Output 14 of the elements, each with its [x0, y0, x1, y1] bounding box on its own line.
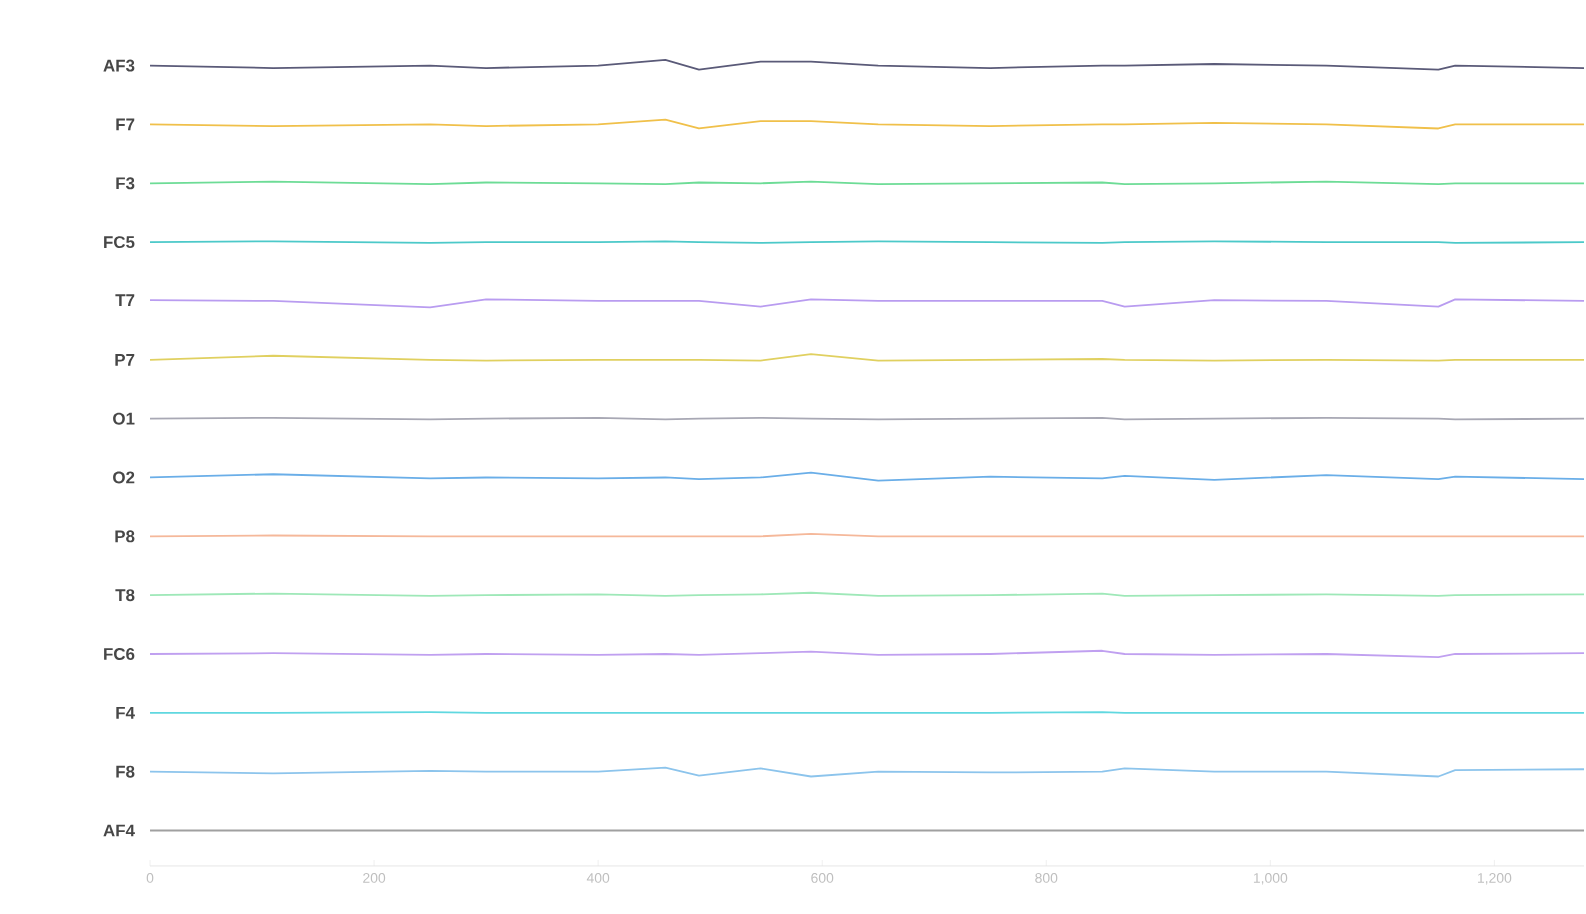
series-label: P7: [115, 353, 135, 366]
series-label: F4: [116, 707, 135, 719]
series-label: AF4: [103, 824, 135, 837]
series-label: T7: [115, 294, 135, 306]
series-label: F3: [116, 177, 135, 190]
series-label: AF3: [103, 59, 135, 72]
series-label: F8: [116, 765, 135, 778]
series-label: T8: [115, 589, 135, 602]
series-label: FC5: [104, 236, 135, 249]
series-label: O2: [113, 471, 135, 484]
series-label: O1: [113, 412, 135, 425]
series-label: FC6: [104, 648, 135, 660]
series-label: F7: [116, 118, 135, 131]
series-label: P8: [115, 530, 135, 543]
